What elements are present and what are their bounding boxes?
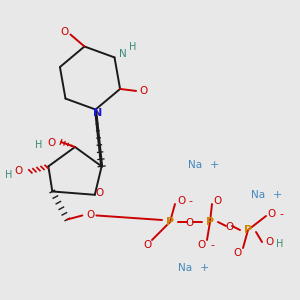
Text: O: O	[86, 211, 94, 220]
Text: P: P	[166, 217, 174, 227]
Text: +: +	[209, 160, 219, 170]
Text: +: +	[272, 190, 282, 200]
Text: -: -	[210, 240, 214, 250]
Text: H: H	[129, 42, 136, 52]
Text: O: O	[143, 240, 151, 250]
Text: Na: Na	[188, 160, 202, 170]
Text: -: -	[188, 196, 192, 206]
Text: N: N	[118, 50, 126, 59]
Text: Na: Na	[178, 263, 192, 273]
Text: Na: Na	[251, 190, 265, 200]
Text: O: O	[96, 188, 104, 198]
Text: H: H	[5, 170, 12, 180]
Text: O: O	[47, 138, 55, 148]
Text: O: O	[225, 222, 233, 232]
Text: O: O	[139, 86, 147, 96]
Text: O: O	[213, 196, 221, 206]
Text: H: H	[276, 239, 284, 249]
Text: O: O	[266, 237, 274, 247]
Text: H: H	[35, 140, 43, 150]
Text: P: P	[206, 217, 214, 227]
Text: O: O	[233, 248, 241, 258]
Text: -: -	[279, 209, 283, 219]
Text: O: O	[186, 218, 194, 228]
Text: O: O	[268, 209, 276, 219]
Text: O: O	[14, 166, 22, 176]
Text: P: P	[244, 225, 252, 235]
Text: O: O	[60, 28, 69, 38]
Text: O: O	[177, 196, 185, 206]
Text: O: O	[198, 240, 206, 250]
Text: +: +	[199, 263, 209, 273]
Text: N: N	[93, 107, 102, 118]
